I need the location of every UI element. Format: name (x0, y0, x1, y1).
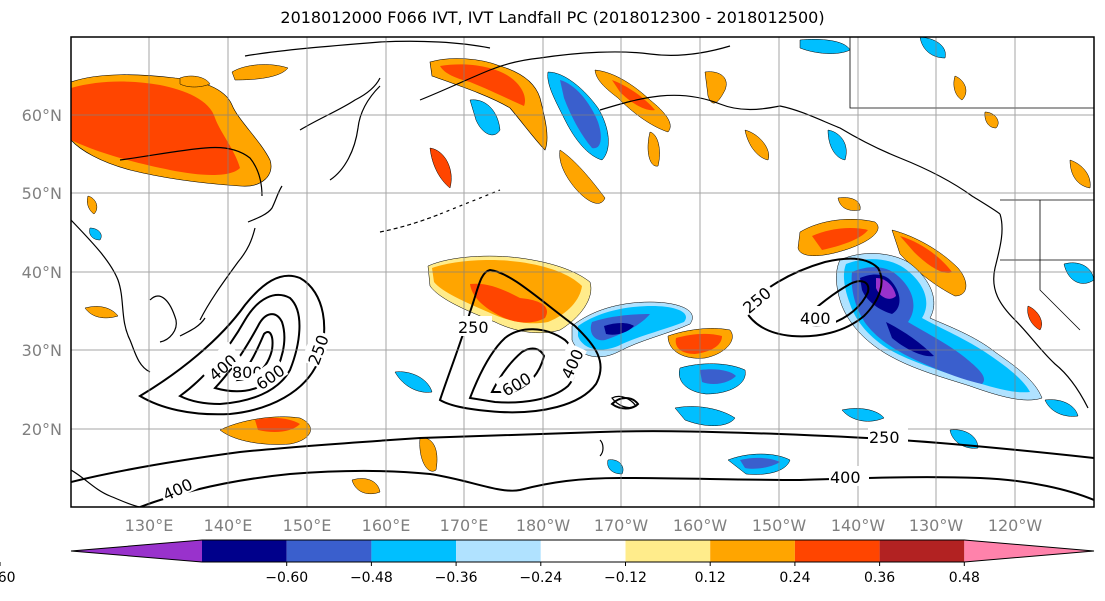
lat-label: 40°N (22, 263, 62, 282)
negative-anomaly-fields (89, 37, 1094, 475)
colorbar-segment (286, 540, 372, 562)
lon-label: 130°W (909, 516, 964, 535)
political-borders (849, 37, 1094, 331)
colorbar-tick-label: 0.48 (949, 570, 980, 586)
latitude-labels: 60°N 50°N 40°N 30°N 20°N (22, 106, 62, 439)
lon-label: 160°W (673, 516, 728, 535)
map-frame (70, 36, 1095, 508)
colorbar-segment (456, 540, 541, 562)
longitude-labels: 130°E 140°E 150°E 160°E 170°E 180°W 170°… (125, 516, 1043, 535)
colorbar-tick-label: −0.60 (265, 570, 308, 586)
lon-label: 170°W (594, 516, 649, 535)
lon-label: 150°E (283, 516, 332, 535)
colorbar-tick-label: 0.12 (695, 570, 726, 586)
colorbar-segment (625, 540, 711, 562)
colorbar-segment (710, 540, 795, 562)
colorbar-segment (202, 540, 287, 562)
colorbar (70, 539, 1095, 563)
lon-label: 180°W (516, 516, 571, 535)
lon-label: 170°E (440, 516, 489, 535)
colorbar-tick-label: −0.48 (350, 570, 393, 586)
contour-west-400 (178, 293, 301, 406)
colorbar-tick-label: −0.12 (604, 570, 647, 586)
colorbar-outline (70, 539, 1095, 563)
contour-south-400 (139, 470, 1094, 507)
colorbar-segment (371, 540, 457, 562)
lon-label: 130°E (125, 516, 174, 535)
lat-label: 30°N (22, 341, 62, 360)
colorbar-tick-label: 0.36 (864, 570, 895, 586)
colorbar-tick-label: 0.60 (0, 570, 16, 586)
lon-label: 120°W (988, 516, 1043, 535)
contour-small (610, 397, 640, 410)
contour-label-south-400: 400 (830, 468, 861, 487)
lon-label: 140°W (831, 516, 886, 535)
lon-label: 150°W (752, 516, 807, 535)
colorbar-segment (879, 540, 965, 562)
colorbar-segment (71, 540, 202, 562)
colorbar-ticks: −0.60 −0.48 −0.36 −0.24 −0.12 0.12 0.24 0.36 0.4… (0, 562, 980, 586)
lon-label: 140°E (204, 516, 253, 535)
contour-west-250 (138, 274, 326, 416)
coastlines (71, 40, 1089, 507)
lat-label: 50°N (22, 184, 62, 203)
colorbar-segment (964, 540, 1094, 562)
lat-label: 60°N (22, 106, 62, 125)
colorbar-segment (794, 540, 880, 562)
contour-mid-250 (438, 268, 602, 414)
lat-label: 20°N (22, 420, 62, 439)
contour-label-mid-250: 250 (458, 318, 489, 337)
colorbar-tick-label: −0.24 (519, 570, 562, 586)
map-title: 2018012000 F066 IVT, IVT Landfall PC (20… (280, 8, 825, 27)
colorbar-tick-label: −0.36 (435, 570, 478, 586)
lon-label: 160°E (362, 516, 411, 535)
contour-east-250 (743, 257, 883, 338)
colorbar-segment (540, 540, 626, 562)
contour-label-south-250: 250 (869, 428, 900, 447)
contour-label-east-400: 400 (800, 309, 831, 328)
colorbar-tick-label: 0.24 (779, 570, 810, 586)
